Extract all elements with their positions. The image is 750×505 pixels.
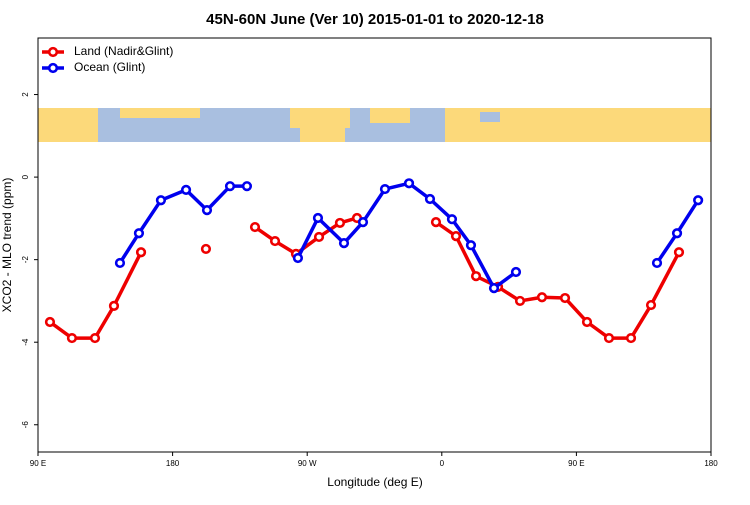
data-point [89, 332, 101, 344]
data-point [450, 231, 462, 242]
data-point [510, 266, 522, 278]
data-point [693, 195, 704, 206]
series-line [118, 181, 700, 290]
legend-label: Land (Nadir&Glint) [74, 44, 173, 58]
data-point [135, 247, 147, 258]
map-land [38, 108, 98, 142]
legend-marker [47, 62, 59, 74]
data-point [357, 216, 369, 228]
y-tick-label: -4 [21, 338, 30, 346]
legend-marker [47, 46, 59, 58]
data-point [379, 183, 391, 195]
data-point [241, 181, 253, 192]
data-point [488, 283, 500, 294]
data-point [108, 300, 120, 311]
data-point [465, 240, 477, 251]
data-point [269, 235, 281, 247]
legend-label: Ocean (Glint) [74, 60, 145, 74]
y-axis-label: XCO2 - MLO trend (ppm) [0, 178, 14, 313]
data-point [671, 228, 683, 239]
x-tick-label: 0 [440, 459, 445, 468]
data-point [673, 247, 685, 258]
data-point [334, 217, 346, 229]
data-point [559, 292, 571, 304]
y-tick-label: -6 [21, 421, 30, 429]
x-tick-label: 180 [166, 459, 180, 468]
data-point [200, 243, 212, 255]
map-band [38, 108, 711, 142]
data-point [224, 181, 236, 192]
data-point [403, 178, 415, 189]
x-tick-label: 90 E [568, 459, 584, 468]
data-point [313, 231, 325, 243]
data-point [312, 212, 324, 224]
data-point [292, 252, 304, 264]
data-point [430, 216, 442, 228]
data-point [201, 205, 213, 216]
data-point [180, 184, 192, 195]
x-tick-label: 90 E [30, 459, 46, 468]
chart-title: 45N-60N June (Ver 10) 2015-01-01 to 2020… [206, 11, 544, 28]
data-point [645, 299, 657, 311]
data-point [133, 228, 145, 239]
y-tick-label: 2 [21, 92, 30, 97]
data-point [249, 221, 261, 233]
x-tick-label: 90 W [298, 459, 317, 468]
data-point [446, 214, 458, 225]
map-land [300, 125, 345, 142]
y-tick-label: 0 [21, 174, 30, 179]
data-point [514, 295, 526, 307]
data-point [424, 193, 436, 205]
data-point [581, 316, 593, 328]
data-point [651, 257, 663, 269]
map-land [370, 108, 410, 123]
map-land [290, 108, 350, 128]
x-axis-label: Longitude (deg E) [327, 475, 422, 489]
data-point [155, 195, 167, 206]
data-point [66, 332, 78, 344]
data-point [114, 257, 126, 269]
data-point [536, 292, 548, 303]
map-land [120, 108, 200, 118]
y-tick-label: -2 [21, 256, 30, 264]
x-tick-label: 180 [704, 459, 718, 468]
data-point [603, 332, 615, 344]
plot-frame [37, 37, 712, 453]
data-point [44, 316, 56, 328]
data-point [470, 271, 482, 282]
data-point [625, 332, 637, 344]
map-ocean [480, 112, 500, 122]
data-point [338, 238, 350, 249]
